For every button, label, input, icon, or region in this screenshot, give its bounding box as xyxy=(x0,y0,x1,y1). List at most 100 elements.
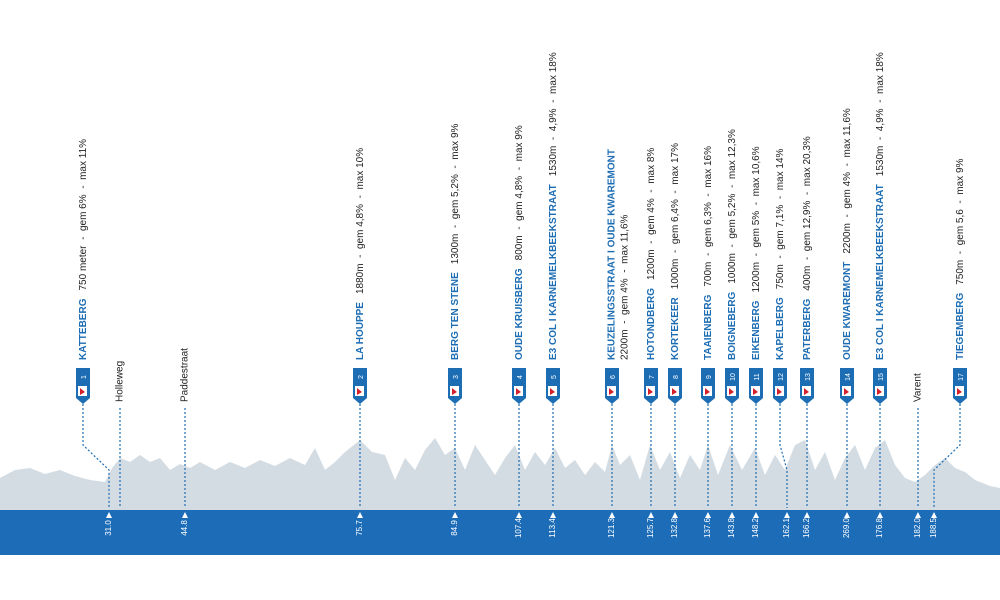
climb-flag-red xyxy=(804,388,809,395)
climb-label: E3 COL I KARNEMELKBEEKSTRAAT 1530m - 4,9%… xyxy=(548,52,559,360)
km-arrow xyxy=(357,512,363,518)
km-label: 269.0 xyxy=(842,517,851,538)
climb-name: OUDE KRUISBERG xyxy=(514,268,525,360)
climb-name: BOIGNEBERG xyxy=(727,291,738,360)
climb-details: 2200m - gem 4% - max 11,6% xyxy=(842,108,853,254)
climb-name: OUDE KWAREMONT xyxy=(842,262,853,360)
distance-band xyxy=(0,510,1000,555)
climb-label: EIKENBERG 1200m - gem 5% - max 10,6% xyxy=(751,146,762,360)
km-label: 75.7 xyxy=(355,520,364,536)
km-label: 113.4 xyxy=(548,518,557,538)
km-arrow xyxy=(729,512,735,518)
climb-flag-red xyxy=(80,388,85,395)
climb-flag-red xyxy=(777,388,782,395)
guide-line xyxy=(779,404,788,508)
climb-details: 1300m - gem 5,2% - max 9% xyxy=(450,123,461,264)
km-label: 107.4 xyxy=(514,517,523,538)
climb-label: KAPELBERG 750m - gem 7,1% - max 14% xyxy=(775,148,786,360)
climb-name: EIKENBERG xyxy=(751,300,762,360)
climb-flag-red xyxy=(452,388,457,395)
climb-label: BOIGNEBERG 1000m - gem 5,2% - max 12,3% xyxy=(727,129,738,360)
km-arrow xyxy=(550,512,556,518)
climb-details: 800m - gem 4,8% - max 9% xyxy=(514,125,525,260)
road-name: Paddestraat xyxy=(180,348,191,402)
climb-name: E3 COL I KARNEMELKBEEKSTRAAT xyxy=(548,184,559,360)
km-label: 137.6 xyxy=(703,517,712,538)
climb-details: 750 meter - gem 6% - max 11% xyxy=(78,139,89,291)
climb-flag-red xyxy=(672,388,677,395)
km-arrow xyxy=(877,512,883,518)
km-label: 188.5 xyxy=(929,517,938,538)
climb-label: OUDE KWAREMONT 2200m - gem 4% - max 11,6% xyxy=(842,108,853,360)
elevation-profile xyxy=(0,438,1000,510)
km-arrow xyxy=(915,512,921,518)
climb-number: 8 xyxy=(673,375,680,379)
km-label: 166.2 xyxy=(802,517,811,538)
climb-label: TIEGEMBERG 750m - gem 5,6 - max 9% xyxy=(955,159,966,361)
km-arrow xyxy=(648,512,654,518)
climb-details: 1000m - gem 6,4% - max 17% xyxy=(670,143,681,289)
km-label: 176.8 xyxy=(875,517,884,538)
km-arrow xyxy=(106,512,112,518)
climb-label: LA HOUPPE 1880m - gem 4,8% - max 10% xyxy=(355,148,366,360)
climb-name: KATTEBERG xyxy=(78,298,89,360)
climb-label: HOTONDBERG 1200m - gem 4% - max 8% xyxy=(646,148,657,360)
climb-details: 750m - gem 5,6 - max 9% xyxy=(955,159,966,285)
km-label: 31.0 xyxy=(104,520,113,536)
climb-label: E3 COL I KARNEMELKBEEKSTRAAT 1530m - 4,9%… xyxy=(875,52,886,360)
guide-line xyxy=(82,404,110,508)
climb-details: 1200m - gem 4% - max 8% xyxy=(646,148,657,280)
climb-flag-red xyxy=(550,388,555,395)
km-arrow xyxy=(516,512,522,518)
climb-number: 9 xyxy=(706,375,713,379)
climb-name: E3 COL I KARNEMELKBEEKSTRAAT xyxy=(875,184,886,360)
km-label: 121.3 xyxy=(607,517,616,538)
climb-details: 750m - gem 7,1% - max 14% xyxy=(775,148,786,289)
climb-details: 400m - gem 12,9% - max 20,3% xyxy=(802,136,813,291)
climb-details: 1530m - 4,9% - max 18% xyxy=(875,52,886,176)
climb-number: 15 xyxy=(878,373,885,381)
climb-label: KORTEKEER 1000m - gem 6,4% - max 17% xyxy=(670,143,681,360)
climb-number: 6 xyxy=(610,375,617,379)
km-arrow xyxy=(452,512,458,518)
climb-name: KAPELBERG xyxy=(775,297,786,360)
climb-number: 2 xyxy=(358,375,365,379)
km-arrow xyxy=(784,512,790,518)
climb-name: TIEGEMBERG xyxy=(955,293,966,360)
climb-name: KORTEKEER xyxy=(670,296,681,360)
climb-label: TAAIENBERG 700m - gem 6,3% - max 16% xyxy=(703,146,714,360)
climb-number: 4 xyxy=(517,375,524,379)
km-arrow xyxy=(804,512,810,518)
km-label: 125.7 xyxy=(646,517,655,538)
climb-number: 3 xyxy=(453,375,460,379)
km-arrow xyxy=(705,512,711,518)
climb-label: KATTEBERG 750 meter - gem 6% - max 11% xyxy=(78,139,89,360)
climb-flag-red xyxy=(705,388,710,395)
climb-flag-red xyxy=(357,388,362,395)
km-arrow xyxy=(931,512,937,518)
climb-number: 11 xyxy=(754,373,761,380)
climb-flag-red xyxy=(844,388,849,395)
climb-label: PATERBERG 400m - gem 12,9% - max 20,3% xyxy=(802,136,813,360)
climb-flag-red xyxy=(877,388,882,395)
climb-number: 5 xyxy=(551,375,558,379)
climb-name: KEUZELINGSSTRAAT I OUDE KWAREMONT xyxy=(607,149,618,360)
climb-number: 17 xyxy=(958,373,965,381)
climb-label: OUDE KRUISBERG 800m - gem 4,8% - max 9% xyxy=(514,125,525,360)
climb-name: HOTONDBERG xyxy=(646,288,657,360)
climb-details: 1000m - gem 5,2% - max 12,3% xyxy=(727,129,738,284)
climb-flag-red xyxy=(729,388,734,395)
km-label: 162.1 xyxy=(782,517,791,538)
climb-details: 1200m - gem 5% - max 10,6% xyxy=(751,146,762,292)
climb-number: 14 xyxy=(845,373,852,381)
km-arrow xyxy=(609,512,615,518)
climb-number: 12 xyxy=(778,373,785,381)
climb-details: 2200m - gem 4% - max 11,6% xyxy=(620,214,631,360)
km-label: 148.2 xyxy=(751,517,760,538)
km-arrow xyxy=(753,512,759,518)
climb-details: 1530m - 4,9% - max 18% xyxy=(548,52,559,176)
climb-number: 10 xyxy=(730,373,737,381)
climb-number: 7 xyxy=(649,375,656,379)
